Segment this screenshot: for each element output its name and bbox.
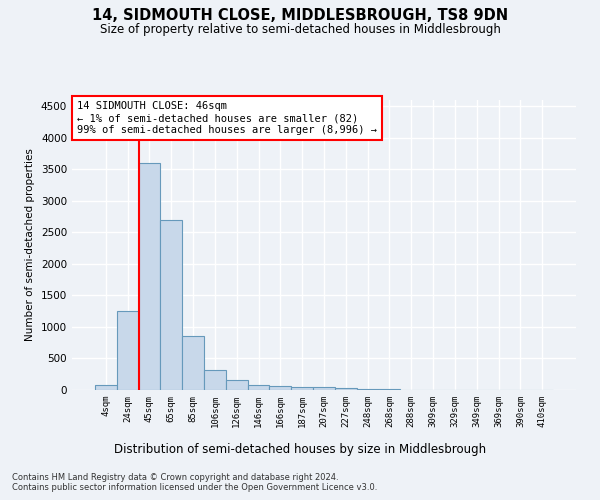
Text: Contains HM Land Registry data © Crown copyright and database right 2024.: Contains HM Land Registry data © Crown c… [12,472,338,482]
Bar [160,220,182,390]
Text: 14 SIDMOUTH CLOSE: 46sqm
← 1% of semi-detached houses are smaller (82)
99% of se: 14 SIDMOUTH CLOSE: 46sqm ← 1% of semi-de… [77,102,377,134]
Bar [313,388,335,390]
Text: Contains public sector information licensed under the Open Government Licence v3: Contains public sector information licen… [12,482,377,492]
Bar [139,163,160,390]
Text: Distribution of semi-detached houses by size in Middlesbrough: Distribution of semi-detached houses by … [114,442,486,456]
Y-axis label: Number of semi-detached properties: Number of semi-detached properties [25,148,35,342]
Text: Size of property relative to semi-detached houses in Middlesbrough: Size of property relative to semi-detach… [100,22,500,36]
Bar [248,385,269,390]
Bar [226,380,248,390]
Bar [182,336,204,390]
Bar [95,385,117,390]
Bar [335,388,357,390]
Bar [117,311,139,390]
Bar [357,388,379,390]
Bar [269,386,291,390]
Bar [204,370,226,390]
Bar [291,386,313,390]
Text: 14, SIDMOUTH CLOSE, MIDDLESBROUGH, TS8 9DN: 14, SIDMOUTH CLOSE, MIDDLESBROUGH, TS8 9… [92,8,508,22]
